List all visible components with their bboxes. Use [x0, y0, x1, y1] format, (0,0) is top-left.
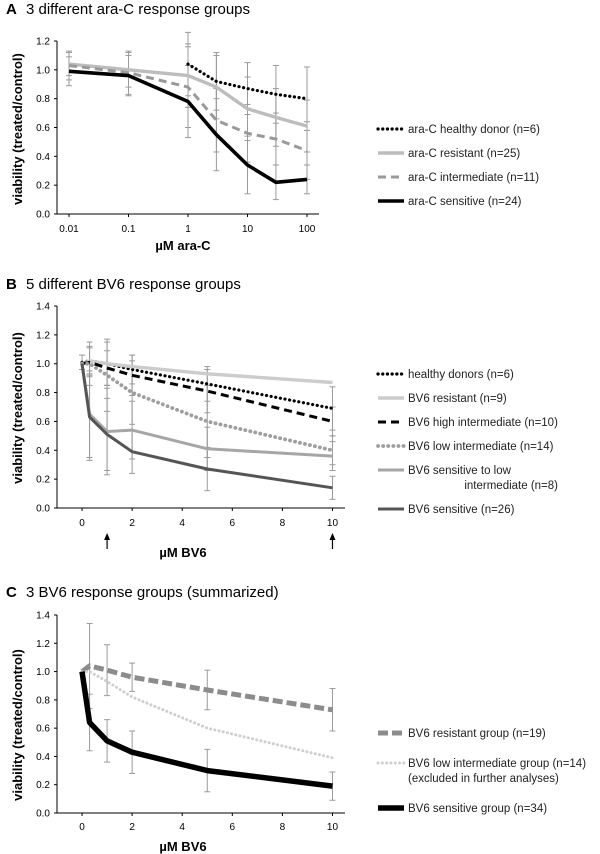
- x-tick-label: 6: [230, 822, 236, 833]
- y-tick-label: 0.2: [36, 475, 50, 486]
- up-arrow-head: [329, 533, 336, 540]
- panel-b-legend: healthy donors (n=6) BV6 resistant (n=9) B…: [376, 369, 558, 516]
- legend-label: healthy donors (n=6): [408, 369, 514, 381]
- x-tick-label: 8: [280, 822, 286, 833]
- y-tick-label: 0.0: [36, 809, 50, 820]
- legend-label: BV6 high intermediate (n=10): [408, 417, 558, 429]
- y-tick-label: 1.4: [36, 302, 50, 313]
- x-tick-label: 4: [179, 518, 185, 529]
- x-tick-label: 6: [230, 518, 236, 529]
- panel-a-letter: A: [6, 1, 17, 18]
- legend-label: ara-C healthy donor (n=6): [408, 124, 540, 136]
- x-tick-label: 10: [327, 822, 339, 833]
- legend-label: BV6 low intermediate (n=14): [408, 441, 554, 453]
- x-tick-label: 0.01: [59, 224, 79, 235]
- y-tick-label: 0.8: [36, 94, 50, 105]
- panel-a-legend: ara-C healthy donor (n=6) ara-C resistant…: [376, 124, 540, 208]
- y-tick-label: 1.2: [36, 37, 50, 48]
- legend-label: ara-C sensitive (n=24): [408, 196, 522, 208]
- panel-a-title: 3 different ara-C response groups: [26, 1, 250, 18]
- panel-c-xlabel: µM BV6: [159, 839, 206, 854]
- legend-label: BV6 sensitive (n=26): [408, 504, 515, 516]
- legend-label: BV6 resistant (n=9): [408, 393, 507, 405]
- x-tick-label: 10: [242, 224, 254, 235]
- x-tick-label: 8: [280, 518, 286, 529]
- series-line: [80, 663, 333, 713]
- x-tick-label: 10: [327, 518, 339, 529]
- legend-label-cont: (excluded in further analyses): [408, 773, 559, 785]
- panel-b: B 5 different BV6 response groups viabil…: [6, 276, 558, 560]
- legend-label: BV6 low intermediate group (n=14): [408, 758, 586, 770]
- y-tick-label: 0.4: [36, 446, 50, 457]
- x-tick-label: 4: [179, 822, 185, 833]
- panel-b-xlabel: µM BV6: [159, 545, 206, 560]
- y-tick-label: 0.8: [36, 388, 50, 399]
- y-tick-label: 1.2: [36, 639, 50, 650]
- y-tick-label: 0.4: [36, 152, 50, 163]
- y-tick-label: 0.4: [36, 752, 50, 763]
- y-tick-label: 1.4: [36, 611, 50, 622]
- panel-a: A 3 different ara-C response groups viab…: [6, 1, 540, 253]
- series-line: [79, 671, 333, 789]
- panel-b-title: 5 different BV6 response groups: [26, 276, 241, 293]
- series-line: [68, 69, 308, 185]
- legend-label: ara-C intermediate (n=11): [408, 172, 539, 184]
- panel-b-ylabel: viability (treated/control): [10, 332, 25, 484]
- legend-label-cont: intermediate (n=8): [464, 480, 558, 492]
- panel-c: C 3 BV6 response groups (summarized) via…: [6, 584, 586, 854]
- x-tick-label: 2: [129, 518, 135, 529]
- y-tick-label: 0.8: [36, 695, 50, 706]
- series-line: [68, 62, 308, 128]
- x-tick-label: 0: [79, 822, 85, 833]
- panel-a-plot: 0.0 0.2 0.4 0.6 0.8 1.0 1.2 0.01 0.1 1 10 100: [36, 31, 319, 235]
- y-tick-label: 0.2: [36, 780, 50, 791]
- y-tick-label: 1.2: [36, 330, 50, 341]
- y-tick-label: 1.0: [36, 359, 50, 370]
- panel-c-plot: 0.0 0.2 0.4 0.6 0.8 1.0 1.2 1.4 0 2 4 6 8 10: [36, 611, 345, 833]
- series-line: [186, 62, 309, 101]
- series-line: [80, 363, 333, 490]
- panel-a-xlabel: µM ara-C: [155, 238, 211, 253]
- y-tick-label: 1.0: [36, 667, 50, 678]
- x-tick-label: 2: [129, 822, 135, 833]
- panel-b-plot: 0.0 0.2 0.4 0.6 0.8 1.0 1.2 1.4 0 2 4 6 8 10: [36, 302, 345, 549]
- panel-c-title: 3 BV6 response groups (summarized): [26, 584, 279, 601]
- y-tick-label: 0.6: [36, 724, 50, 735]
- legend-label: BV6 sensitive group (n=34): [408, 803, 547, 815]
- legend-label: BV6 sensitive to low: [408, 465, 512, 477]
- x-tick-label: 100: [299, 224, 316, 235]
- y-tick-label: 0.2: [36, 181, 50, 192]
- y-tick-label: 1.0: [36, 65, 50, 76]
- x-tick-label: 1: [185, 224, 191, 235]
- up-arrow-head: [104, 533, 111, 540]
- panel-b-letter: B: [6, 276, 17, 293]
- y-tick-label: 0.6: [36, 417, 50, 428]
- series-line: [68, 64, 308, 153]
- y-tick-label: 0.0: [36, 210, 50, 221]
- panel-c-ylabel: viability (treated/control): [10, 649, 25, 801]
- panel-a-ylabel: viability (treated/control): [10, 53, 25, 205]
- x-tick-label: 0.1: [122, 224, 136, 235]
- series-line: [80, 670, 334, 760]
- y-tick-label: 0.6: [36, 123, 50, 134]
- x-tick-label: 0: [79, 518, 85, 529]
- legend-label: BV6 resistant group (n=19): [408, 728, 546, 740]
- series-line: [80, 361, 335, 453]
- panel-c-legend: BV6 resistant group (n=19) BV6 low interm…: [376, 728, 586, 815]
- y-tick-label: 0.0: [36, 504, 50, 515]
- panel-c-letter: C: [6, 584, 17, 601]
- legend-label: ara-C resistant (n=25): [408, 148, 520, 160]
